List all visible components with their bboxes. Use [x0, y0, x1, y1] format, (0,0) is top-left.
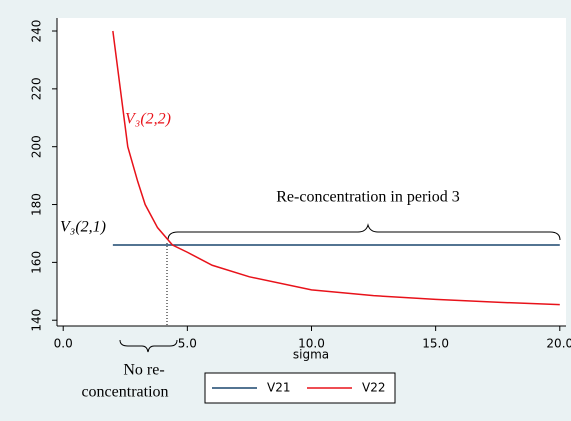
brace — [167, 223, 561, 241]
annotation: V₃(2,2) — [125, 111, 171, 128]
brace — [119, 339, 178, 353]
x-tick-label: 10.0 — [298, 337, 325, 351]
plot-area — [57, 18, 566, 326]
y-tick-label: 140 — [30, 309, 44, 332]
y-tick-label: 160 — [30, 251, 44, 274]
y-tick-label: 200 — [30, 135, 44, 158]
y-tick-label: 220 — [30, 77, 44, 100]
x-tick-label: 15.0 — [422, 337, 449, 351]
annotation: Re-concentration in period 3 — [276, 189, 460, 206]
legend-label: V21 — [267, 381, 290, 395]
y-tick-label: 180 — [30, 193, 44, 216]
x-tick-label: 20.0 — [546, 337, 571, 351]
line — [112, 30, 560, 306]
y-tick-label: 240 — [30, 20, 44, 43]
legend-label: V22 — [362, 381, 385, 395]
x-tick-label: 0.0 — [54, 337, 73, 351]
annotation: No re- — [123, 362, 164, 379]
x-tick-label: 5.0 — [178, 337, 197, 351]
annotation: concentration — [81, 384, 168, 401]
x-axis-label: sigma — [293, 348, 329, 362]
annotation: V₃(2,1) — [60, 219, 106, 236]
